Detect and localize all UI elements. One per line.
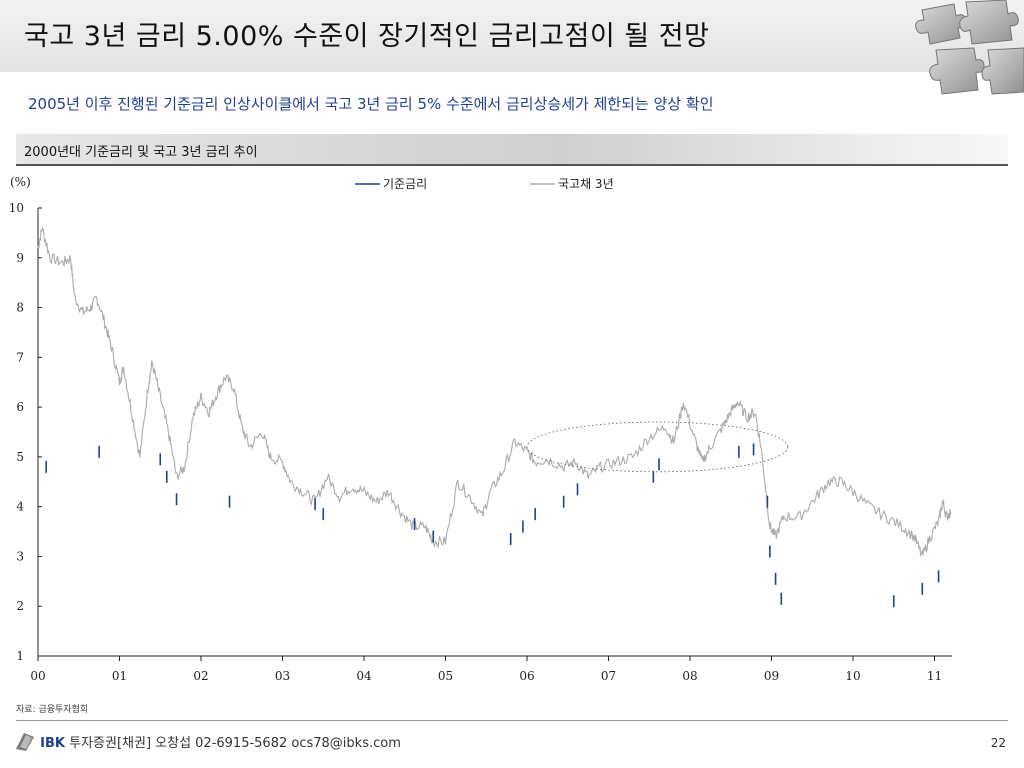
x-tick-label: 01: [112, 669, 127, 683]
section-title: 2000년대 기준금리 및 국고 3년 금리 추이: [24, 145, 258, 160]
series-policy-rate: [45, 443, 940, 608]
y-tick-label: 8: [16, 301, 24, 315]
legend: 기준금리 국고채 3년: [355, 177, 614, 191]
x-tick-label: 07: [601, 669, 616, 683]
x-tick-label: 08: [682, 669, 697, 683]
footer-brand: IBK: [40, 736, 65, 751]
annotation-ellipse: [526, 421, 789, 473]
page-title: 국고 3년 금리 5.00% 수준이 장기적인 금리고점이 될 전망: [24, 21, 710, 52]
y-tick-label: 2: [16, 599, 24, 613]
y-tick-label: 5: [16, 450, 24, 464]
y-tick-label: 4: [16, 500, 24, 514]
header: 국고 3년 금리 5.00% 수준이 장기적인 금리고점이 될 전망: [0, 0, 1024, 95]
x-tick-label: 02: [193, 669, 208, 683]
y-axis-label: (%): [10, 175, 31, 189]
source-note: 자료: 금융투자협회: [16, 705, 89, 715]
x-tick-label: 10: [845, 669, 860, 683]
x-tick-label: 11: [927, 669, 942, 683]
y-tick-label: 3: [16, 549, 24, 563]
x-tick-label: 06: [519, 669, 534, 683]
x-tick-label: 05: [438, 669, 453, 683]
x-tick-label: 03: [275, 669, 290, 683]
rate-chart: (%) 기준금리 국고채 3년 1 2 3 4 5 6 7 8 9 10 00 01 02 03 04 05 0…: [9, 175, 952, 683]
legend-label-treasury-3y: 국고채 3년: [558, 177, 614, 191]
series-treasury-3y: [37, 227, 952, 558]
treasury-3y-line: [37, 227, 952, 558]
highlight-ellipse: [526, 421, 789, 473]
page-number: 22: [990, 736, 1006, 750]
x-tick-label: 00: [30, 669, 45, 683]
footer-contact: 투자증권[채권] 오창섭 02-6915-5682 ocs78@ibks.com: [69, 736, 401, 751]
ibk-logo-icon: [16, 733, 34, 751]
y-tick-label: 7: [16, 350, 24, 364]
y-tick-label: 6: [16, 400, 24, 414]
legend-label-policy-rate: 기준금리: [383, 177, 427, 191]
subtitle: 2005년 이후 진행된 기준금리 인상사이클에서 국고 3년 금리 5% 수준…: [28, 95, 714, 113]
y-tick-label: 9: [16, 251, 24, 265]
y-tick-label: 10: [9, 201, 24, 215]
footer-divider: [16, 720, 1008, 721]
section-header: 2000년대 기준금리 및 국고 3년 금리 추이: [16, 134, 1008, 166]
footer: IBK 투자증권[채권] 오창섭 02-6915-5682 ocs78@ibks…: [14, 731, 401, 755]
axes: 1 2 3 4 5 6 7 8 9 10 00 01 02 03 04 05 06 07 08 09 10 11: [9, 201, 952, 683]
x-tick-label: 04: [356, 669, 372, 683]
x-tick-label: 09: [764, 669, 779, 683]
puzzle-pieces-icon: [915, 0, 1024, 95]
y-tick-label: 1: [16, 649, 24, 663]
